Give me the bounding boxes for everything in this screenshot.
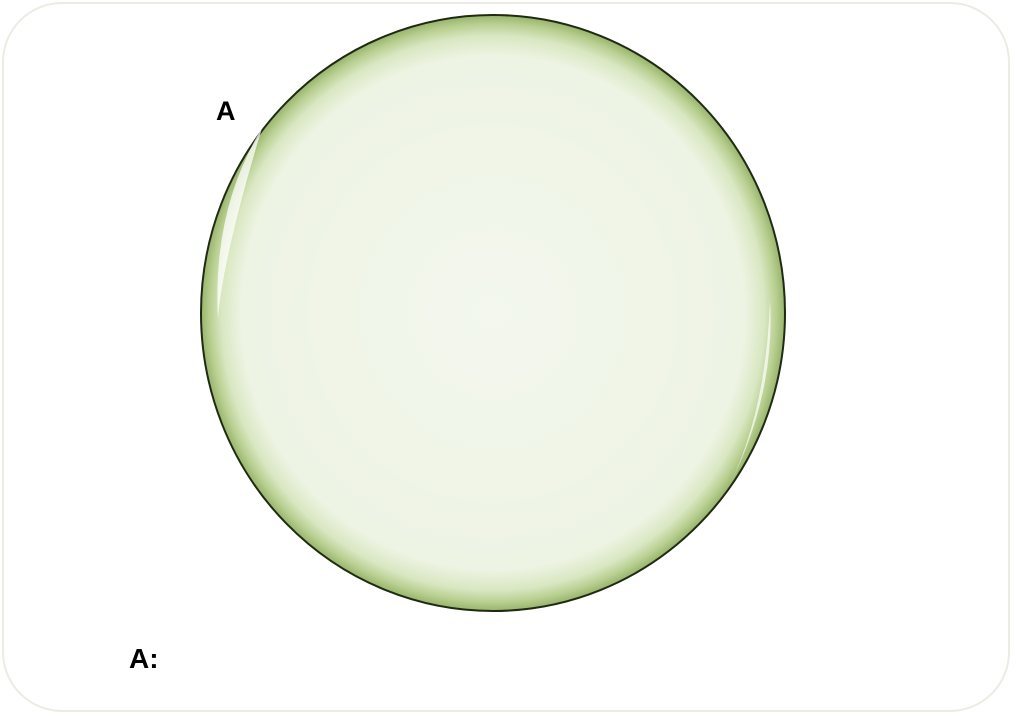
- set-a-circle: [200, 14, 786, 612]
- set-a-highlight-right: [722, 300, 771, 500]
- set-a-highlight-left: [217, 128, 262, 320]
- set-a-label: A: [216, 96, 236, 126]
- answer-label: A:: [129, 643, 159, 674]
